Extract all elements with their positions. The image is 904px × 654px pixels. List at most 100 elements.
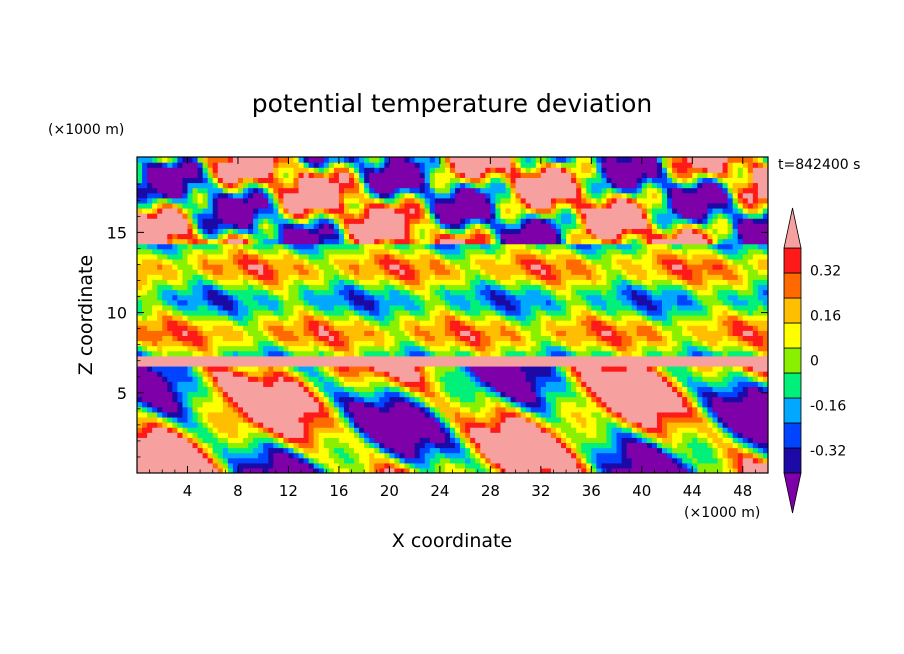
field-cell	[263, 360, 269, 367]
field-cell	[273, 355, 279, 362]
field-cell	[288, 269, 295, 275]
field-cell	[162, 355, 168, 362]
field-cell	[389, 457, 396, 464]
field-cell	[308, 279, 315, 286]
field-cell	[172, 371, 178, 377]
field-cell	[535, 442, 542, 449]
field-cell	[364, 315, 370, 321]
field-cell	[566, 432, 572, 438]
field-cell	[212, 442, 219, 449]
field-cell	[409, 335, 416, 342]
field-cell	[636, 274, 643, 280]
field-cell	[384, 432, 390, 438]
field-cell	[505, 422, 512, 428]
field-cell	[217, 467, 224, 473]
field-cell	[167, 432, 173, 438]
field-cell	[601, 350, 608, 357]
field-cell	[581, 269, 587, 275]
field-cell	[384, 269, 390, 275]
field-cell	[601, 284, 608, 291]
field-cell	[677, 427, 683, 433]
field-cell	[631, 304, 638, 311]
field-cell	[515, 279, 522, 286]
field-cell	[515, 350, 522, 357]
field-cell	[540, 365, 547, 372]
field-cell	[641, 309, 648, 316]
field-cell	[389, 355, 396, 362]
field-cell	[550, 350, 557, 357]
field-cell	[747, 381, 754, 387]
field-cell	[434, 325, 441, 331]
field-cell	[258, 447, 264, 454]
field-cell	[520, 304, 527, 311]
field-cell	[439, 340, 446, 347]
field-cell	[611, 274, 618, 280]
field-cell	[232, 315, 239, 321]
field-cell	[646, 396, 653, 403]
field-cell	[737, 376, 744, 382]
field-cell	[293, 427, 300, 433]
field-cell	[520, 289, 527, 296]
field-cell	[202, 447, 209, 454]
field-cell	[293, 294, 300, 301]
field-cell	[661, 289, 668, 296]
field-cell	[212, 325, 219, 331]
field-cell	[717, 391, 724, 398]
field-cell	[293, 411, 300, 418]
field-cell	[586, 269, 592, 275]
field-cell	[343, 467, 350, 473]
field-cell	[646, 355, 653, 362]
field-cell	[167, 320, 173, 326]
field-cell	[606, 447, 613, 454]
field-cell	[182, 360, 189, 367]
field-cell	[248, 411, 254, 418]
field-cell	[485, 274, 491, 280]
field-cell	[460, 452, 466, 459]
field-cell	[460, 427, 466, 433]
field-cell	[576, 299, 582, 306]
field-cell	[237, 411, 244, 418]
field-cell	[530, 335, 537, 342]
field-cell	[273, 315, 279, 321]
field-cell	[359, 345, 365, 352]
field-cell	[268, 365, 274, 372]
field-cell	[429, 304, 436, 311]
field-cell	[581, 447, 587, 454]
field-cell	[606, 330, 613, 336]
field-cell	[561, 330, 567, 336]
field-cell	[152, 345, 158, 352]
field-cell	[192, 391, 199, 398]
field-cell	[611, 335, 618, 342]
field-cell	[182, 391, 189, 398]
field-cell	[384, 274, 390, 280]
field-cell	[197, 401, 204, 408]
field-cell	[490, 447, 497, 454]
field-cell	[535, 376, 542, 382]
field-cell	[177, 315, 184, 321]
field-cell	[626, 284, 633, 291]
field-cell	[303, 411, 310, 418]
field-cell	[545, 299, 552, 306]
field-cell	[177, 294, 184, 301]
field-cell	[227, 340, 234, 347]
field-cell	[656, 422, 663, 428]
field-cell	[237, 309, 244, 316]
field-cell	[752, 289, 759, 296]
field-cell	[172, 335, 178, 342]
field-cell	[424, 350, 431, 357]
field-cell	[268, 386, 274, 393]
field-cell	[722, 416, 729, 423]
field-cell	[712, 452, 719, 459]
field-cell	[303, 391, 310, 398]
field-cell	[571, 365, 577, 372]
field-cell	[687, 462, 693, 469]
field-cell	[727, 360, 734, 367]
field-cell	[606, 289, 613, 296]
field-cell	[419, 427, 426, 433]
field-cell	[586, 432, 592, 438]
field-cell	[581, 376, 587, 382]
field-cell	[162, 284, 168, 291]
field-cell	[616, 345, 623, 352]
field-cell	[404, 345, 411, 352]
field-cell	[762, 381, 768, 387]
